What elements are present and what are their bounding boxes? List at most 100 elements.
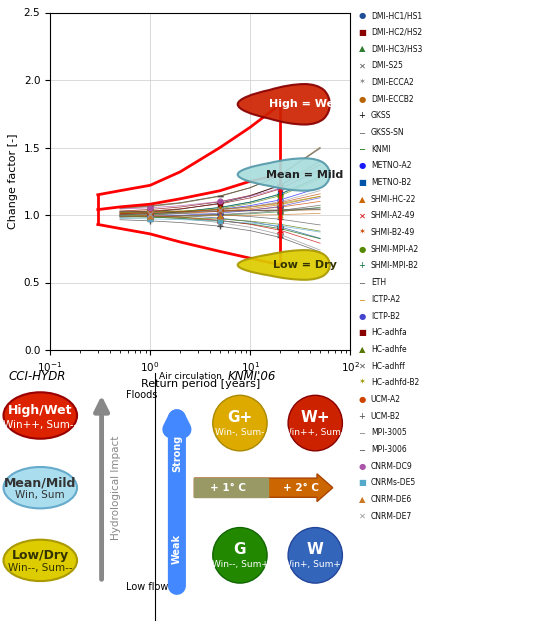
Text: CNRM-DE7: CNRM-DE7 <box>371 512 412 521</box>
Text: ●: ● <box>359 395 366 404</box>
Text: Win+, Sum++: Win+, Sum++ <box>282 560 348 569</box>
X-axis label: Return period [years]: Return period [years] <box>141 379 260 389</box>
Text: ✕: ✕ <box>359 361 366 371</box>
Text: W+: W+ <box>300 409 330 424</box>
Text: UCM-A2: UCM-A2 <box>371 395 401 404</box>
Text: Low/Dry: Low/Dry <box>12 549 69 562</box>
Text: ■: ■ <box>359 478 366 488</box>
Ellipse shape <box>288 528 342 583</box>
Text: ─: ─ <box>359 445 364 454</box>
Text: ▲: ▲ <box>359 44 365 54</box>
Text: Mean = Mild: Mean = Mild <box>266 169 343 179</box>
Text: High/Wet: High/Wet <box>8 404 72 417</box>
Text: + 2° C: + 2° C <box>283 482 319 492</box>
Text: DMI-HC2/HS2: DMI-HC2/HS2 <box>371 28 422 37</box>
Text: CNRM-DE6: CNRM-DE6 <box>371 495 412 504</box>
Text: MPI-3005: MPI-3005 <box>371 428 406 438</box>
Text: + 1° C: + 1° C <box>210 482 246 492</box>
Text: ✶: ✶ <box>359 378 366 388</box>
Text: ●: ● <box>359 311 366 321</box>
Text: KNMI'06: KNMI'06 <box>228 370 276 383</box>
Text: ─: ─ <box>359 428 364 438</box>
Text: HC-adhfa: HC-adhfa <box>371 328 406 338</box>
Text: ●: ● <box>359 245 366 254</box>
Ellipse shape <box>3 392 77 439</box>
Text: KNMI: KNMI <box>371 144 390 154</box>
Text: SHMI-MPI-A2: SHMI-MPI-A2 <box>371 245 419 254</box>
Text: SHMI-MPI-B2: SHMI-MPI-B2 <box>371 261 419 271</box>
Text: HC-adhfe: HC-adhfe <box>371 345 406 354</box>
Text: ●: ● <box>359 161 366 171</box>
Ellipse shape <box>3 467 77 508</box>
Text: Mean/Mild: Mean/Mild <box>4 476 77 489</box>
Text: METNO-B2: METNO-B2 <box>371 178 411 187</box>
Text: W: W <box>307 542 324 557</box>
Ellipse shape <box>213 396 267 451</box>
Text: ▲: ▲ <box>359 345 365 354</box>
Text: ▲: ▲ <box>359 195 365 204</box>
Text: Low = Dry: Low = Dry <box>272 260 336 270</box>
Text: Win++, Sum--: Win++, Sum-- <box>283 428 348 437</box>
Text: ─: ─ <box>359 295 364 304</box>
Text: +: + <box>359 412 365 421</box>
Ellipse shape <box>238 158 330 191</box>
Text: Win--, Sum+: Win--, Sum+ <box>211 560 269 569</box>
Text: DMI-S25: DMI-S25 <box>371 61 403 70</box>
Text: CCI-HYDR: CCI-HYDR <box>8 370 66 383</box>
Text: ✕: ✕ <box>359 61 366 70</box>
Text: DMI-ECCA2: DMI-ECCA2 <box>371 78 414 87</box>
Text: CNRMs-DE5: CNRMs-DE5 <box>371 478 416 488</box>
Ellipse shape <box>288 396 342 451</box>
Text: G+: G+ <box>227 409 252 424</box>
Text: Win-, Sum-: Win-, Sum- <box>215 428 265 437</box>
Text: +: + <box>359 261 365 271</box>
Text: Win++, Sum--: Win++, Sum-- <box>3 419 77 429</box>
Text: GKSS-SN: GKSS-SN <box>371 128 404 137</box>
Text: Low flows: Low flows <box>126 582 173 592</box>
Text: ✶: ✶ <box>359 228 366 237</box>
Text: SHMI-A2-49: SHMI-A2-49 <box>371 211 415 221</box>
Text: +: + <box>359 111 365 120</box>
Text: ✶: ✶ <box>359 78 366 87</box>
Text: Weak: Weak <box>172 534 182 564</box>
Text: ─: ─ <box>359 144 364 154</box>
Text: ─: ─ <box>359 128 364 137</box>
Text: Strong: Strong <box>172 435 182 472</box>
Text: ✕: ✕ <box>359 211 366 221</box>
Text: ✕: ✕ <box>359 512 366 521</box>
Text: ■: ■ <box>359 328 366 338</box>
Text: ●: ● <box>359 462 366 471</box>
FancyArrow shape <box>195 474 333 502</box>
Text: DMI-HC3/HS3: DMI-HC3/HS3 <box>371 44 422 54</box>
Ellipse shape <box>238 250 330 280</box>
Text: ■: ■ <box>359 28 366 37</box>
Y-axis label: Change factor [-]: Change factor [-] <box>8 134 18 229</box>
FancyArrow shape <box>195 478 268 498</box>
Text: Hydrological Impact: Hydrological Impact <box>111 436 121 540</box>
Text: G: G <box>234 542 246 557</box>
Text: CNRM-DC9: CNRM-DC9 <box>371 462 413 471</box>
Text: ●: ● <box>359 94 366 104</box>
Text: ICTP-B2: ICTP-B2 <box>371 311 400 321</box>
Text: Win, Sum: Win, Sum <box>16 490 65 500</box>
Text: ▲: ▲ <box>359 495 365 504</box>
Text: ICTP-A2: ICTP-A2 <box>371 295 400 304</box>
Text: MPI-3006: MPI-3006 <box>371 445 406 454</box>
Text: ETH: ETH <box>371 278 386 287</box>
Ellipse shape <box>213 528 267 583</box>
Text: High = Wet: High = Wet <box>270 99 340 109</box>
Text: DMI-ECCB2: DMI-ECCB2 <box>371 94 414 104</box>
Ellipse shape <box>3 539 77 581</box>
Text: Floods: Floods <box>126 390 157 400</box>
Text: HC-adhfd-B2: HC-adhfd-B2 <box>371 378 419 388</box>
Text: ■: ■ <box>359 178 366 187</box>
Text: ─: ─ <box>359 278 364 287</box>
Text: SHMI-HC-22: SHMI-HC-22 <box>371 195 416 204</box>
Text: METNO-A2: METNO-A2 <box>371 161 411 171</box>
Text: GKSS: GKSS <box>371 111 391 120</box>
Text: SHMI-B2-49: SHMI-B2-49 <box>371 228 415 237</box>
Text: DMI-HC1/HS1: DMI-HC1/HS1 <box>371 11 422 20</box>
Text: Air circulation: Air circulation <box>160 372 222 381</box>
Text: Win--, Sum--: Win--, Sum-- <box>8 564 73 574</box>
Text: ●: ● <box>359 11 366 20</box>
